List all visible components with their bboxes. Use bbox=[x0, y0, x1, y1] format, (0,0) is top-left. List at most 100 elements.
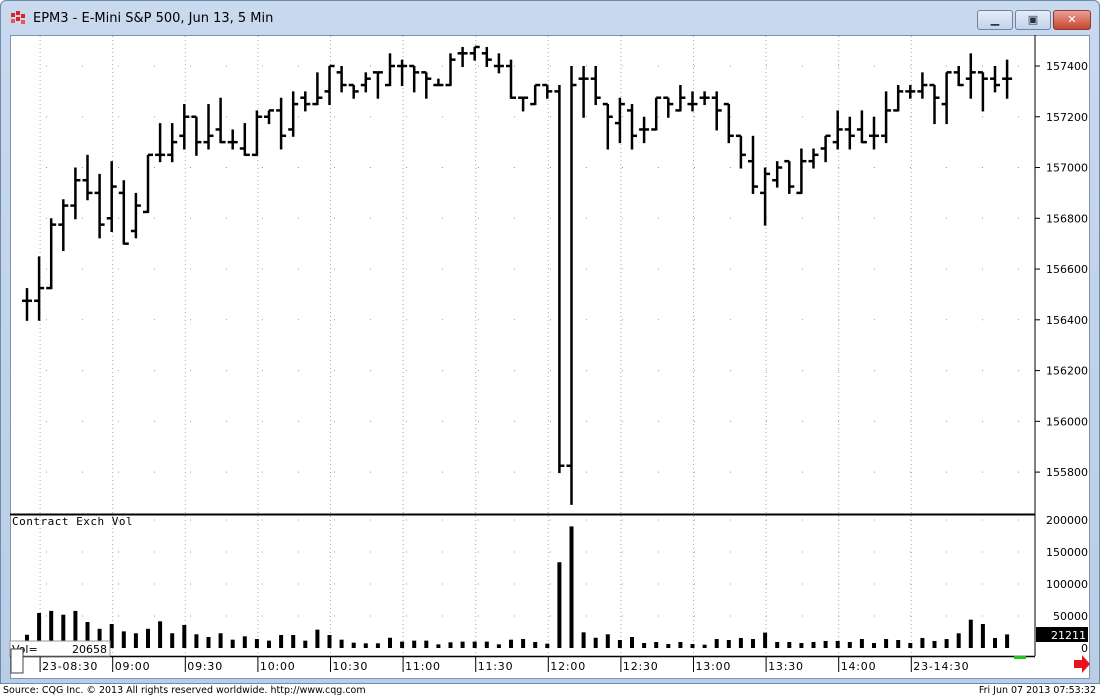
volume-bar bbox=[896, 640, 901, 648]
volume-bar bbox=[327, 635, 332, 648]
ohlc-bar bbox=[469, 45, 480, 61]
close-button[interactable]: ✕ bbox=[1053, 10, 1091, 30]
volume-bar bbox=[109, 624, 114, 648]
volume-bar bbox=[751, 639, 755, 648]
volume-bar bbox=[400, 641, 405, 648]
volume-bar bbox=[533, 641, 538, 648]
volume-bar bbox=[944, 639, 949, 648]
volume-bar bbox=[569, 526, 574, 648]
time-tick-label: 13:00 bbox=[696, 660, 732, 673]
volume-bar bbox=[980, 624, 985, 648]
chart-window: EPM3 - E-Mini S&P 500, Jun 13, 5 Min ▁ ▣… bbox=[0, 0, 1100, 684]
volume-bar bbox=[303, 640, 308, 648]
ohlc-bar bbox=[590, 66, 601, 106]
volume-tick-label: 200000 bbox=[1046, 514, 1088, 527]
scroll-handle[interactable] bbox=[10, 648, 24, 674]
ohlc-bar bbox=[1002, 59, 1013, 99]
maximize-icon: ▣ bbox=[1027, 13, 1039, 26]
volume-bar bbox=[315, 629, 320, 648]
scroll-to-end-arrow-icon[interactable] bbox=[1074, 655, 1090, 673]
title-bar[interactable]: EPM3 - E-Mini S&P 500, Jun 13, 5 Min ▁ ▣… bbox=[0, 0, 1100, 34]
ohlc-bar bbox=[675, 85, 686, 112]
price-tick-label: 156600 bbox=[1046, 263, 1088, 276]
volume-bar bbox=[254, 639, 259, 648]
volume-bar bbox=[158, 621, 163, 648]
ohlc-bar bbox=[312, 72, 323, 106]
volume-bar bbox=[267, 640, 271, 648]
ohlc-bar bbox=[518, 96, 529, 112]
volume-bar bbox=[823, 640, 828, 648]
ohlc-bar bbox=[905, 85, 916, 99]
volume-bar bbox=[642, 643, 647, 648]
volume-bar bbox=[678, 641, 683, 648]
volume-bar bbox=[835, 640, 840, 648]
vol-readout-value: 20658 bbox=[72, 643, 107, 656]
time-tick-label: 11:00 bbox=[405, 660, 441, 673]
volume-bar bbox=[375, 643, 380, 648]
price-tick-label: 156400 bbox=[1046, 314, 1088, 327]
ohlc-bar bbox=[118, 180, 129, 245]
axes: 155800 156000 156200 156400 156600 156800 1570… bbox=[10, 35, 1088, 673]
volume-bar bbox=[908, 643, 913, 648]
price-bars bbox=[22, 45, 1013, 505]
volume-bar bbox=[666, 644, 671, 648]
volume-bar bbox=[557, 562, 562, 648]
ohlc-bar bbox=[627, 104, 637, 150]
time-tick-label: 12:30 bbox=[623, 660, 659, 673]
volume-bar bbox=[363, 643, 368, 648]
ohlc-bar bbox=[977, 71, 988, 112]
ohlc-bar bbox=[651, 96, 662, 131]
price-tick-label: 157200 bbox=[1046, 111, 1088, 124]
ohlc-bar bbox=[227, 129, 238, 150]
ohlc-bar bbox=[155, 123, 166, 163]
ohlc-bar bbox=[941, 71, 952, 125]
volume-bar bbox=[49, 610, 54, 648]
close-icon: ✕ bbox=[1067, 13, 1077, 26]
vol-readout-box bbox=[9, 640, 111, 657]
volume-bar bbox=[230, 639, 235, 648]
ohlc-bar bbox=[348, 83, 359, 99]
ohlc-bar bbox=[336, 66, 347, 93]
maximize-button[interactable]: ▣ bbox=[1015, 10, 1051, 30]
ohlc-bar bbox=[143, 153, 153, 214]
ohlc-bar bbox=[929, 83, 940, 125]
ohlc-bar bbox=[990, 66, 1000, 93]
volume-bar bbox=[206, 636, 211, 648]
price-tick-label: 157400 bbox=[1046, 60, 1088, 73]
volume-bar bbox=[73, 610, 78, 648]
volume-bar bbox=[654, 641, 659, 648]
source-credit: Source: CQG Inc. © 2013 All rights reser… bbox=[3, 685, 366, 696]
volume-bar bbox=[509, 639, 513, 648]
volume-bar bbox=[617, 640, 622, 648]
ohlc-bar bbox=[554, 85, 565, 474]
last-volume-badge bbox=[1036, 627, 1088, 642]
ohlc-bar bbox=[602, 102, 613, 150]
ohlc-bar bbox=[457, 46, 468, 67]
price-tick-label: 156200 bbox=[1046, 365, 1088, 378]
volume-bar bbox=[690, 644, 695, 648]
volume-bar bbox=[37, 612, 42, 648]
minimize-button[interactable]: ▁ bbox=[977, 10, 1013, 30]
volume-bar bbox=[472, 641, 477, 648]
volume-bar bbox=[85, 622, 90, 648]
volume-bar bbox=[218, 633, 223, 648]
volume-bar bbox=[121, 631, 126, 648]
volume-bar bbox=[593, 637, 598, 648]
volume-bar bbox=[738, 638, 743, 648]
ohlc-bar bbox=[687, 91, 698, 112]
ohlc-bar bbox=[808, 148, 819, 169]
volume-bar bbox=[339, 639, 344, 648]
price-tick-label: 156000 bbox=[1046, 415, 1088, 428]
volume-bar bbox=[714, 639, 719, 648]
ohlc-bar bbox=[832, 110, 843, 150]
volume-bar bbox=[424, 640, 429, 648]
volume-bar bbox=[412, 640, 417, 648]
volume-bar bbox=[388, 637, 392, 648]
ohlc-bar bbox=[46, 218, 57, 290]
ohlc-bar bbox=[493, 53, 504, 74]
ohlc-bar bbox=[58, 199, 69, 252]
chart-area[interactable] bbox=[10, 35, 1090, 679]
ohlc-bar bbox=[965, 53, 976, 99]
ohlc-bar bbox=[723, 102, 734, 144]
